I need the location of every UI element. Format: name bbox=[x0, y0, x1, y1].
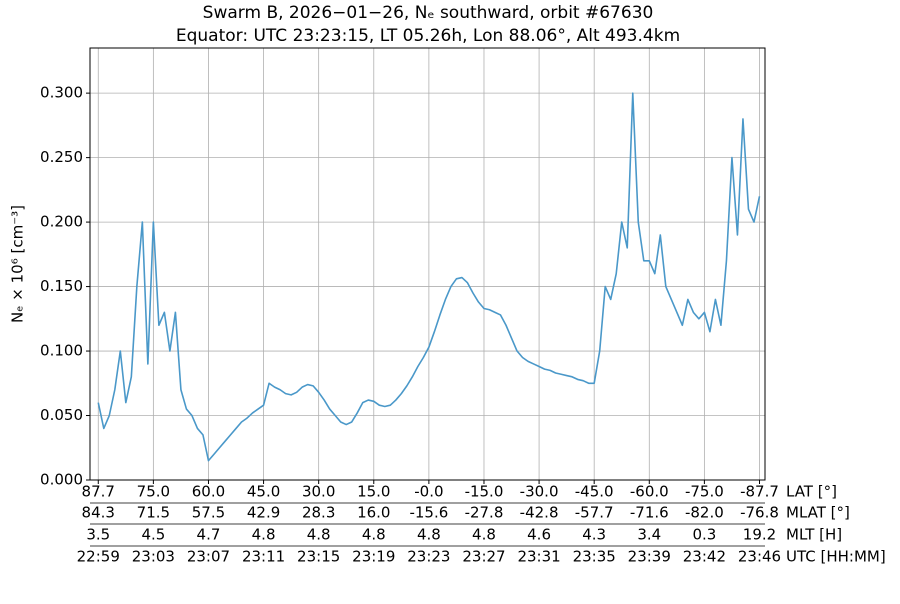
x-tick-label: 45.0 bbox=[247, 483, 280, 501]
x-tick-label: 4.8 bbox=[307, 526, 331, 544]
y-tick-label: 0.100 bbox=[40, 342, 83, 360]
x-tick-label: 3.5 bbox=[86, 526, 110, 544]
y-tick-label: 0.300 bbox=[40, 84, 83, 102]
x-tick-label: 4.8 bbox=[252, 526, 276, 544]
x-tick-label: -15.0 bbox=[465, 483, 504, 501]
data-line bbox=[97, 92, 761, 462]
row-label: MLAT [°] bbox=[786, 504, 850, 522]
x-tick-label: 23:27 bbox=[462, 548, 505, 566]
x-tick-label: 28.3 bbox=[302, 504, 335, 522]
x-tick-label: 4.8 bbox=[362, 526, 386, 544]
x-tick-label: 42.9 bbox=[247, 504, 280, 522]
x-tick-label: 15.0 bbox=[357, 483, 390, 501]
y-tick-label: 0.150 bbox=[40, 277, 83, 295]
x-tick-label: 4.8 bbox=[472, 526, 496, 544]
x-tick-label: 3.4 bbox=[637, 526, 661, 544]
x-tick-label: 4.8 bbox=[417, 526, 441, 544]
chart-title: Swarm B, 2026−01−26, Nₑ southward, orbit… bbox=[203, 3, 654, 23]
x-tick-label: 4.7 bbox=[197, 526, 221, 544]
x-tick-label: 23:42 bbox=[683, 548, 726, 566]
x-tick-label: 84.3 bbox=[82, 504, 115, 522]
x-tick-label: 23:11 bbox=[242, 548, 285, 566]
x-tick-label: -42.8 bbox=[520, 504, 559, 522]
plot-frame bbox=[89, 47, 766, 481]
x-tick-label: 22:59 bbox=[77, 548, 120, 566]
x-tick-label: 57.5 bbox=[192, 504, 225, 522]
x-tick-label: -75.0 bbox=[685, 483, 724, 501]
row-label: LAT [°] bbox=[786, 483, 837, 501]
x-tick-label: 23:07 bbox=[187, 548, 230, 566]
x-tick-label: -57.7 bbox=[575, 504, 614, 522]
x-tick-label: 4.6 bbox=[527, 526, 551, 544]
x-tick-label: 23:23 bbox=[407, 548, 450, 566]
x-tick-label: 71.5 bbox=[137, 504, 170, 522]
y-tick-label: 0.200 bbox=[40, 213, 83, 231]
x-tick-label: -30.0 bbox=[520, 483, 559, 501]
x-tick-label: 23:19 bbox=[352, 548, 395, 566]
row-label: MLT [H] bbox=[786, 526, 842, 544]
x-tick-label: 75.0 bbox=[137, 483, 170, 501]
x-tick-label: 19.2 bbox=[743, 526, 776, 544]
row-label: UTC [HH:MM] bbox=[786, 548, 886, 566]
y-axis-label: Nₑ × 10⁶ [cm⁻³] bbox=[9, 205, 27, 323]
x-tick-label: 16.0 bbox=[357, 504, 390, 522]
x-tick-label: 30.0 bbox=[302, 483, 335, 501]
x-tick-label: -82.0 bbox=[685, 504, 724, 522]
x-tick-label: 4.5 bbox=[141, 526, 165, 544]
y-tick-label: 0.250 bbox=[40, 148, 83, 166]
x-tick-label: -27.8 bbox=[465, 504, 504, 522]
x-tick-label: -87.7 bbox=[740, 483, 779, 501]
x-tick-label: -60.0 bbox=[630, 483, 669, 501]
x-tick-label: 23:46 bbox=[738, 548, 781, 566]
x-tick-label: 23:03 bbox=[132, 548, 175, 566]
x-tick-label: 23:15 bbox=[297, 548, 340, 566]
x-tick-label: 23:39 bbox=[628, 548, 671, 566]
y-tick-label: 0.050 bbox=[40, 406, 83, 424]
x-tick-label: 0.3 bbox=[692, 526, 716, 544]
x-tick-label: 87.7 bbox=[82, 483, 115, 501]
y-tick-label: 0.000 bbox=[40, 471, 83, 489]
x-tick-label: 23:35 bbox=[573, 548, 616, 566]
x-tick-label: 4.3 bbox=[582, 526, 606, 544]
x-tick-label: 60.0 bbox=[192, 483, 225, 501]
x-tick-label: -15.6 bbox=[409, 504, 448, 522]
x-tick-label: -45.0 bbox=[575, 483, 614, 501]
x-tick-label: -71.6 bbox=[630, 504, 669, 522]
x-tick-label: 23:31 bbox=[517, 548, 560, 566]
chart-subtitle: Equator: UTC 23:23:15, LT 05.26h, Lon 88… bbox=[176, 26, 680, 46]
x-tick-label: -76.8 bbox=[740, 504, 779, 522]
x-tick-label: -0.0 bbox=[414, 483, 443, 501]
